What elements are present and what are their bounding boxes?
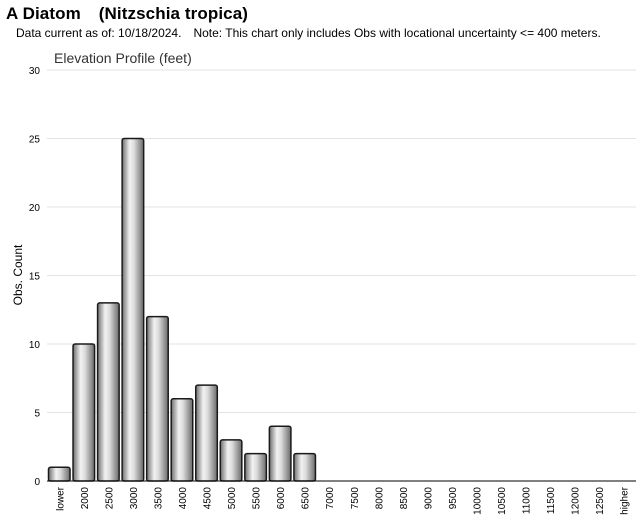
bar bbox=[72, 343, 96, 482]
bar bbox=[145, 315, 169, 482]
bar bbox=[195, 384, 219, 482]
x-tick-label: 10500 bbox=[497, 487, 508, 515]
scientific-name: (Nitzschia tropica) bbox=[98, 4, 249, 23]
y-tick-label: 25 bbox=[29, 135, 41, 146]
y-tick-label: 15 bbox=[29, 272, 41, 283]
bar bbox=[96, 302, 120, 482]
bar bbox=[268, 425, 292, 482]
x-tick-label: 2500 bbox=[104, 487, 115, 510]
x-tick-label: 11000 bbox=[522, 487, 533, 515]
bar bbox=[293, 452, 317, 482]
page-title: A Diatom (Nitzschia tropica) bbox=[6, 4, 248, 24]
x-tick-label: 9500 bbox=[448, 487, 459, 510]
bar bbox=[121, 137, 145, 482]
y-tick-label: 20 bbox=[29, 203, 41, 214]
bar bbox=[244, 452, 268, 482]
x-tick-label: 10000 bbox=[472, 487, 483, 515]
x-tick-label: 5000 bbox=[227, 487, 238, 510]
x-tick-label: 11500 bbox=[546, 487, 557, 515]
data-note: Data current as of: 10/18/2024. Note: Thi… bbox=[16, 26, 601, 40]
x-tick-label: 7000 bbox=[325, 487, 336, 510]
x-tick-label: 8500 bbox=[399, 487, 410, 510]
uncertainty-note: Note: This chart only includes Obs with … bbox=[193, 26, 601, 40]
y-tick-label: 0 bbox=[34, 477, 40, 488]
x-tick-label: higher bbox=[620, 486, 631, 514]
y-tick-label: 10 bbox=[29, 340, 41, 351]
x-tick-label: 4000 bbox=[178, 487, 189, 510]
x-tick-label: 6000 bbox=[276, 487, 287, 510]
bar bbox=[170, 398, 194, 482]
grid-lines bbox=[47, 69, 636, 413]
bar bbox=[47, 466, 71, 482]
bar bbox=[219, 439, 243, 482]
x-tick-labels: lower 2000 2500 3000 3500 4000 4500 5000 5500 600… bbox=[55, 486, 630, 514]
data-current-text: Data current as of: 10/18/2024. bbox=[16, 26, 182, 40]
x-tick-label: 6500 bbox=[301, 487, 312, 510]
bars bbox=[47, 137, 317, 482]
x-tick-label: 8000 bbox=[374, 487, 385, 510]
common-name: A Diatom bbox=[6, 4, 81, 23]
x-tick-label: 2000 bbox=[80, 487, 91, 510]
y-tick-label: 30 bbox=[29, 66, 41, 77]
y-tick-label: 5 bbox=[34, 409, 40, 420]
x-tick-label: 3500 bbox=[153, 487, 164, 510]
chart-title: Elevation Profile (feet) bbox=[54, 50, 192, 66]
x-tick-label: lower bbox=[55, 486, 66, 511]
x-tick-label: 12000 bbox=[571, 487, 582, 515]
x-tick-label: 4500 bbox=[203, 487, 214, 510]
y-axis-label: Obs. Count bbox=[11, 244, 25, 305]
x-tick-label: 9000 bbox=[423, 487, 434, 510]
x-tick-label: 7500 bbox=[350, 487, 361, 510]
x-tick-label: 12500 bbox=[595, 487, 606, 515]
x-tick-label: 3000 bbox=[129, 487, 140, 510]
x-tick-label: 5500 bbox=[252, 487, 263, 510]
y-tick-labels: 0 5 10 15 20 25 30 bbox=[29, 66, 41, 488]
